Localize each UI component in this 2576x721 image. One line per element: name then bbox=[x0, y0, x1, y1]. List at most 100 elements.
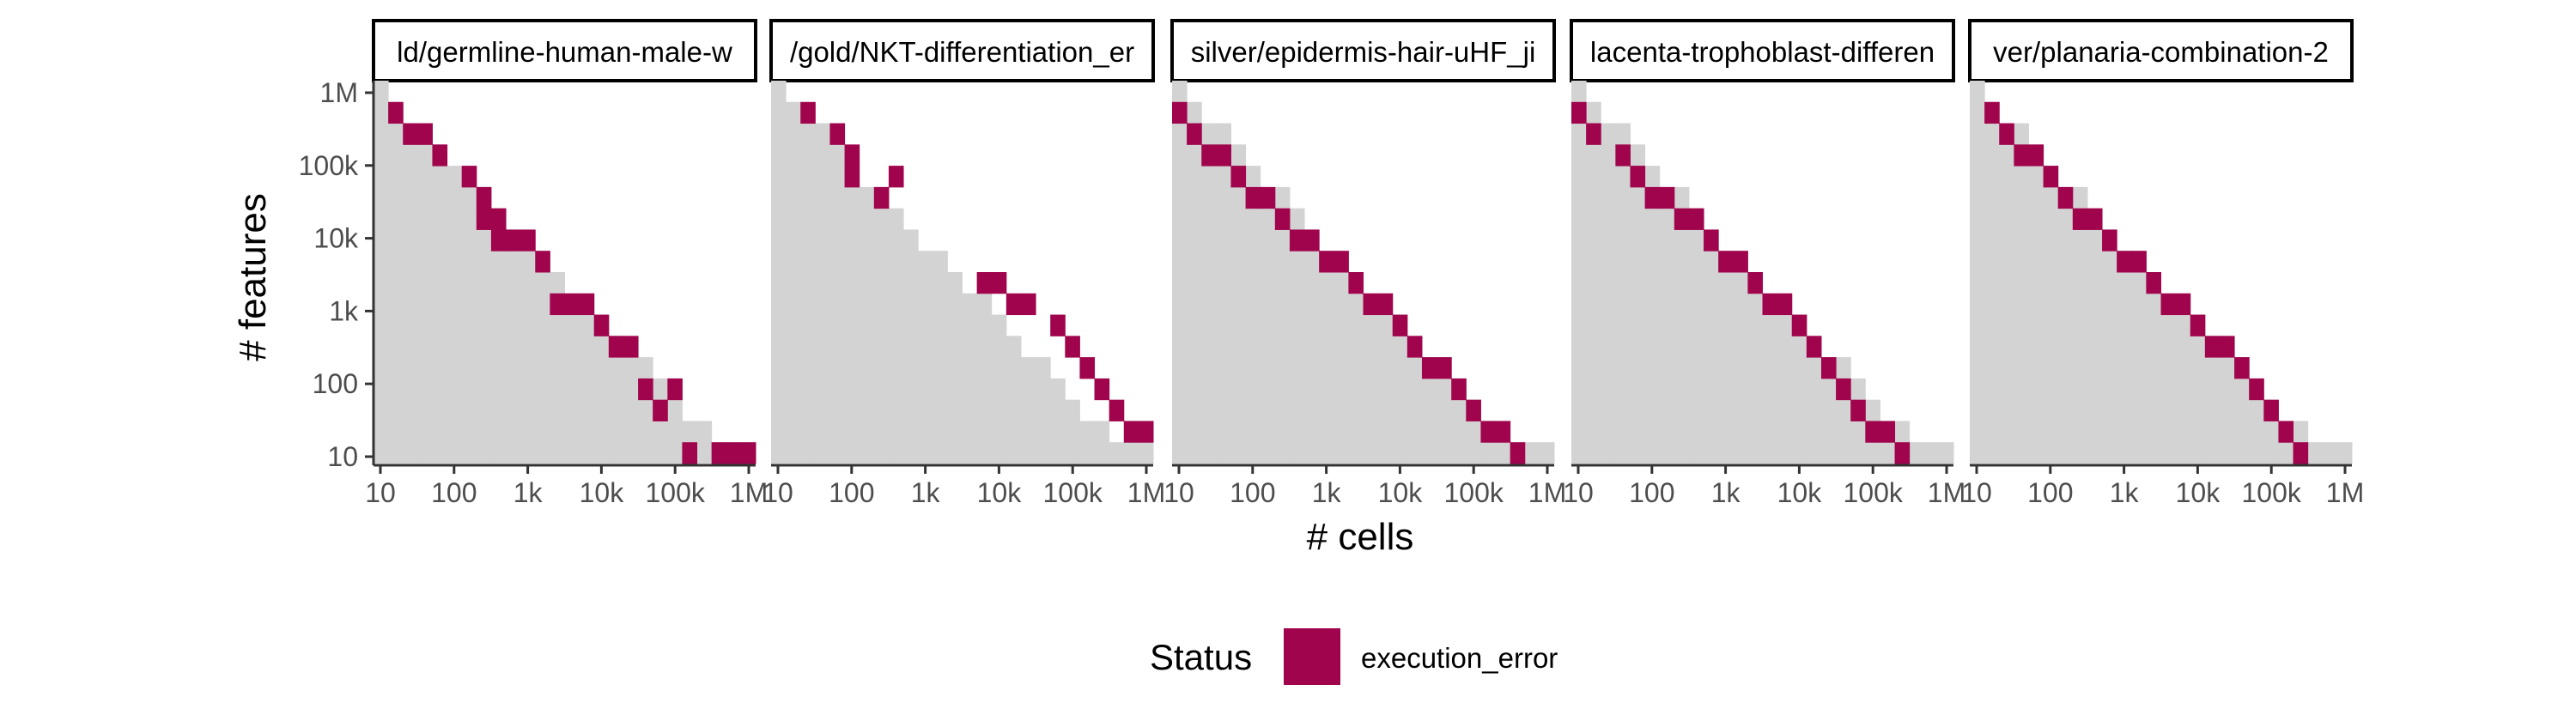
error-cell bbox=[991, 272, 1007, 294]
error-cell bbox=[1377, 293, 1394, 316]
tested-column bbox=[1733, 251, 1748, 464]
tested-column bbox=[2072, 186, 2088, 464]
error-cell bbox=[2043, 166, 2059, 188]
error-cell bbox=[1245, 186, 1261, 209]
x-tick-label: 10k bbox=[1777, 477, 1823, 508]
legend-key-execution-error bbox=[1284, 628, 1340, 685]
error-cell bbox=[2293, 442, 2309, 464]
error-cell bbox=[2102, 229, 2117, 251]
tested-column bbox=[1109, 442, 1125, 464]
tested-column bbox=[1524, 442, 1540, 464]
x-tick-label: 10 bbox=[1563, 477, 1594, 508]
tested-column bbox=[1984, 101, 2000, 464]
tested-column bbox=[2175, 293, 2191, 464]
error-cell bbox=[1495, 421, 1511, 443]
error-cell bbox=[1659, 186, 1675, 209]
panel-title: silver/epidermis-hair-uHF_ji bbox=[1191, 36, 1536, 68]
tested-column bbox=[844, 166, 860, 464]
tested-column bbox=[771, 81, 787, 464]
error-cell bbox=[1363, 293, 1379, 316]
error-cell bbox=[1421, 357, 1437, 379]
tested-column bbox=[1806, 336, 1822, 464]
tested-column bbox=[374, 81, 389, 464]
error-cell bbox=[1480, 421, 1497, 443]
error-cell bbox=[579, 293, 595, 316]
tested-column bbox=[1909, 442, 1925, 464]
tested-column bbox=[1363, 293, 1379, 464]
x-tick-label: 1M bbox=[730, 477, 768, 508]
error-cell bbox=[564, 293, 580, 316]
error-cell bbox=[653, 399, 668, 421]
x-tick-label: 100 bbox=[829, 477, 874, 508]
tested-column bbox=[1999, 123, 2014, 464]
tested-column bbox=[1674, 186, 1690, 464]
error-cell bbox=[829, 123, 846, 145]
tested-column bbox=[873, 186, 890, 464]
tested-column bbox=[1571, 81, 1587, 464]
x-axis-label: # cells bbox=[1307, 516, 1414, 558]
error-cell bbox=[1406, 336, 1423, 358]
tested-column bbox=[1201, 123, 1217, 464]
tested-column bbox=[1630, 144, 1646, 464]
tested-column bbox=[506, 229, 521, 464]
tested-column bbox=[1406, 336, 1423, 464]
tested-column bbox=[2190, 314, 2206, 464]
error-cell bbox=[1187, 123, 1202, 145]
y-tick-label: 1k bbox=[329, 295, 359, 326]
error-cell bbox=[1230, 166, 1247, 188]
x-tick-label: 100k bbox=[646, 477, 706, 508]
error-cell bbox=[432, 144, 448, 167]
tested-column bbox=[403, 123, 418, 464]
tested-column bbox=[1172, 81, 1188, 464]
tested-column bbox=[2336, 442, 2353, 464]
error-cell bbox=[1079, 357, 1096, 379]
tested-column bbox=[1334, 251, 1349, 464]
error-cell bbox=[1850, 399, 1866, 421]
error-cell bbox=[1630, 166, 1646, 188]
tested-column bbox=[490, 208, 507, 464]
x-tick-label: 1k bbox=[1312, 477, 1342, 508]
error-cell bbox=[1894, 442, 1911, 464]
error-cell bbox=[608, 336, 624, 358]
error-cell bbox=[2057, 186, 2074, 209]
tested-column bbox=[608, 336, 624, 464]
x-tick-label: 100 bbox=[431, 477, 477, 508]
error-cell bbox=[1688, 208, 1704, 230]
tested-column bbox=[1020, 357, 1036, 464]
tested-column bbox=[2234, 357, 2250, 464]
error-cell bbox=[1984, 101, 2000, 124]
panel-strip bbox=[1570, 19, 1955, 82]
error-cell bbox=[2131, 251, 2147, 273]
tested-column bbox=[1230, 144, 1247, 464]
tested-column bbox=[432, 144, 448, 464]
tested-column bbox=[1644, 166, 1661, 464]
x-tick-label: 100k bbox=[2242, 477, 2302, 508]
x-tick-label: 100 bbox=[2027, 477, 2073, 508]
tested-column bbox=[2131, 251, 2147, 464]
tested-column bbox=[550, 272, 565, 464]
legend-title: Status bbox=[1150, 637, 1252, 677]
error-cell bbox=[1274, 208, 1291, 230]
tested-column bbox=[1079, 421, 1096, 464]
tested-column bbox=[1938, 442, 1954, 464]
tested-column bbox=[1688, 208, 1704, 464]
error-cell bbox=[1644, 186, 1661, 209]
tested-column bbox=[2057, 186, 2074, 464]
error-cell bbox=[403, 123, 418, 145]
error-cell bbox=[2014, 144, 2029, 167]
x-tick-label: 10k bbox=[2176, 477, 2221, 508]
error-cell bbox=[1437, 357, 1452, 379]
tested-column bbox=[1274, 186, 1291, 464]
x-tick-label: 1k bbox=[1711, 477, 1741, 508]
tested-column bbox=[2087, 208, 2103, 464]
error-cell bbox=[520, 229, 536, 251]
tested-column bbox=[786, 101, 801, 464]
error-cell bbox=[2117, 251, 2132, 273]
error-cell bbox=[550, 293, 565, 316]
x-tick-label: 100 bbox=[1230, 477, 1275, 508]
error-cell bbox=[2146, 272, 2161, 294]
error-cell bbox=[1674, 208, 1690, 230]
error-cell bbox=[1865, 421, 1880, 443]
error-cell bbox=[740, 442, 756, 464]
